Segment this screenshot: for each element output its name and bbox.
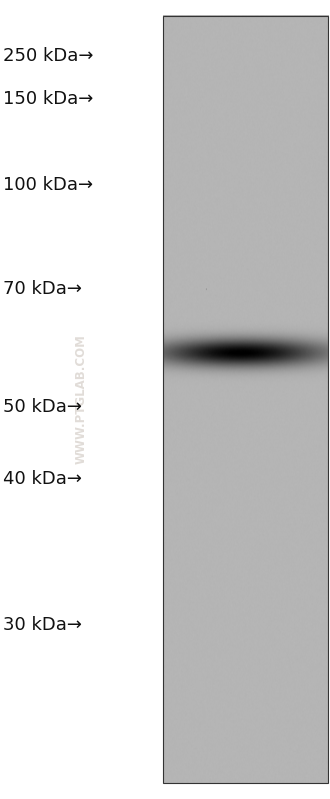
Text: 70 kDa→: 70 kDa→	[3, 280, 82, 298]
Text: 30 kDa→: 30 kDa→	[3, 616, 82, 634]
Bar	[163, 16, 328, 783]
Text: 40 kDa→: 40 kDa→	[3, 471, 82, 488]
Text: WWW.PTGLAB.COM: WWW.PTGLAB.COM	[74, 335, 87, 464]
Text: 250 kDa→: 250 kDa→	[3, 47, 94, 65]
Text: 100 kDa→: 100 kDa→	[3, 177, 93, 194]
Text: 150 kDa→: 150 kDa→	[3, 90, 94, 108]
Text: 50 kDa→: 50 kDa→	[3, 399, 82, 416]
